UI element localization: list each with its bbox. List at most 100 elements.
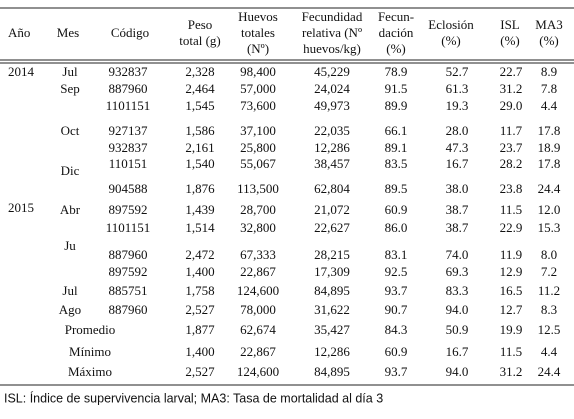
value-cell: 28,700 [240,202,276,217]
code-cell: 904588 [109,181,148,196]
code-cell: 887960 [109,81,148,96]
value-cell: 92.5 [385,264,408,279]
code-cell: 897592 [109,264,148,279]
value-cell: 2,527 [185,302,215,317]
value-cell: 11.7 [500,123,523,138]
value-cell: 35,427 [314,322,350,337]
value-cell: 67,333 [240,247,276,262]
value-cell: 1,876 [185,181,215,196]
value-cell: 74.0 [446,247,469,262]
month-cell: Sep [60,81,80,96]
value-cell: 12,286 [314,140,350,155]
value-cell: 28.0 [446,123,469,138]
value-cell: 8.9 [541,64,557,79]
value-cell: 83.3 [446,283,469,298]
value-cell: 78,000 [240,302,276,317]
value-cell: 66.1 [385,123,408,138]
code-cell: 897592 [109,202,148,217]
header-cell: Fecun- [378,9,414,24]
value-cell: 24.4 [538,181,561,196]
header-cell: (Nº) [247,41,269,56]
header-cell: Código [111,25,149,40]
value-cell: 84,895 [314,364,350,379]
value-cell: 62,674 [240,322,276,337]
value-cell: 24,024 [314,81,350,96]
value-cell: 1,540 [185,156,214,171]
value-cell: 84,895 [314,283,350,298]
value-cell: 22,867 [240,264,276,279]
month-cell: Abr [60,202,81,217]
header-cell: total (g) [179,33,221,48]
value-cell: 22.7 [500,64,523,79]
value-cell: 22,627 [314,220,350,235]
value-cell: 1,400 [185,344,214,359]
value-cell: 78.9 [385,64,408,79]
header-cell: (%) [386,41,406,56]
value-cell: 61.3 [446,81,469,96]
value-cell: 38.7 [446,220,469,235]
value-cell: 21,072 [314,202,350,217]
value-cell: 60.9 [385,202,408,217]
value-cell: 17.8 [538,123,561,138]
header-cell: (%) [441,33,461,48]
value-cell: 17.8 [538,156,561,171]
year-cell: 2015 [8,200,34,215]
value-cell: 28,215 [314,247,350,262]
value-cell: 11.2 [538,283,560,298]
header-cell: Fecundidad [302,9,363,24]
value-cell: 25,800 [240,140,276,155]
month-cell: Ju [64,238,76,253]
month-cell: Ago [59,302,81,317]
code-cell: 927137 [109,123,149,138]
value-cell: 16.7 [446,156,469,171]
value-cell: 8.0 [541,247,557,262]
value-cell: 62,804 [314,181,350,196]
header-cell: Eclosión [428,17,474,32]
summary-label: Mínimo [69,344,111,359]
value-cell: 12.9 [500,264,523,279]
header-cell: Año [8,25,30,40]
value-cell: 12.5 [538,322,561,337]
summary-label: Máximo [68,364,112,379]
value-cell: 124,600 [237,364,279,379]
header-cell: (%) [500,33,520,48]
code-cell: 887960 [109,247,148,262]
value-cell: 17,309 [314,264,350,279]
value-cell: 38,457 [314,156,350,171]
value-cell: 1,439 [185,202,214,217]
value-cell: 1,877 [185,322,215,337]
value-cell: 94.0 [446,364,469,379]
code-cell: 1101151 [106,220,151,235]
value-cell: 8.3 [541,302,557,317]
header-cell: ISL [500,17,520,32]
value-cell: 18.9 [538,140,561,155]
value-cell: 28.2 [500,156,523,171]
year-cell: 2014 [8,64,35,79]
code-cell: 932837 [109,64,149,79]
value-cell: 69.3 [446,264,469,279]
value-cell: 124,600 [237,283,279,298]
value-cell: 2,464 [185,81,215,96]
value-cell: 1,514 [185,220,215,235]
header-cell: Huevos [238,9,278,24]
value-cell: 1,758 [185,283,214,298]
value-cell: 49,973 [314,98,350,113]
value-cell: 84.3 [385,322,408,337]
value-cell: 2,472 [185,247,214,262]
value-cell: 60.9 [385,344,408,359]
value-cell: 2,527 [185,364,215,379]
value-cell: 55,067 [240,156,276,171]
value-cell: 83.1 [385,247,408,262]
value-cell: 45,229 [314,64,350,79]
month-cell: Jul [62,64,78,79]
value-cell: 57,000 [240,81,276,96]
month-cell: Oct [61,123,80,138]
value-cell: 50.9 [446,322,469,337]
value-cell: 11.5 [500,202,522,217]
value-cell: 83.5 [385,156,408,171]
value-cell: 23.7 [500,140,523,155]
value-cell: 19.9 [500,322,523,337]
value-cell: 32,800 [240,220,276,235]
month-cell: Jul [62,283,78,298]
